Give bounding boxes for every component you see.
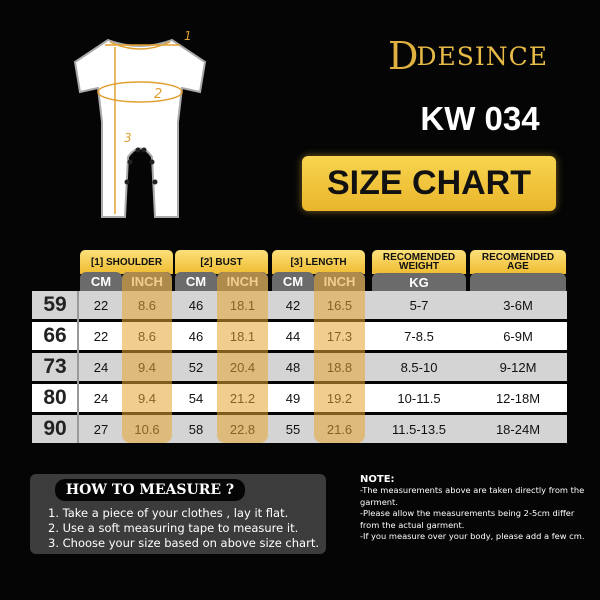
cell-bust-in: 18.1 [229,328,256,344]
subheader: CM [175,272,217,291]
cell-size: 80 [43,386,67,409]
cell-size: 59 [43,293,67,316]
cell-bust-cm: 54 [188,390,204,406]
cell-weight: 7-8.5 [404,328,434,344]
cell-length-cm: 42 [285,297,301,313]
cell-bust-in: 21.2 [229,390,256,406]
cell-bust-in: 18.1 [229,297,256,313]
logo-text: DESINCE [416,41,549,71]
size-chart-title: SIZE CHART [302,156,556,211]
cell-weight: 11.5-13.5 [392,421,446,437]
step-3: 3. Choose your size based on above size … [48,536,319,550]
marker-1: 1 [184,29,192,43]
table-row: 73 24 9.4 52 20.4 48 18.8 8.5-10 9-12M [32,353,567,381]
cell-weight: 5-7 [409,297,429,313]
group-header: [1] SHOULDER [80,250,173,274]
cell-length-cm: 48 [285,359,301,375]
cell-bust-in: 20.4 [229,359,256,375]
table-row: 90 27 10.6 58 22.8 55 21.6 11.5-13.5 18-24M [32,415,567,443]
cell-bust-cm: 46 [188,328,204,344]
cell-length-in: 19.2 [326,390,353,406]
marker-2: 2 [154,87,162,102]
cell-bust-cm: 52 [188,359,204,375]
subheader [470,273,566,292]
cell-weight: 10-11.5 [397,390,441,406]
size-divider [77,291,79,443]
table-row: 59 22 8.6 46 18.1 42 16.5 5-7 3-6M [32,291,567,319]
model-number: KW 034 [420,100,540,137]
cell-size: 90 [43,417,67,440]
cell-size: 73 [43,355,67,378]
group-header: RECOMENDED AGE [470,250,566,274]
cell-shoulder-cm: 22 [93,297,109,313]
how-to-measure-title: HOW TO MEASURE ? [55,479,245,501]
group-header: [2] BUST [175,250,268,274]
cell-shoulder-cm: 24 [93,390,109,406]
note-line: -Please allow the measurements being 2-5… [360,508,575,530]
table-row: 80 24 9.4 54 21.2 49 19.2 10-11.5 12-18M [32,384,567,412]
brand-logo: D DESINCE [388,34,549,78]
note-line: -The measurements above are taken direct… [360,485,585,507]
cell-shoulder-cm: 27 [93,421,109,437]
cell-age: 18-24M [495,421,541,437]
cell-length-cm: 49 [285,390,301,406]
cell-shoulder-in: 9.4 [137,359,157,375]
cell-length-in: 16.5 [326,297,353,313]
cell-shoulder-in: 8.6 [137,297,157,313]
subheader: CM [80,272,122,291]
cell-shoulder-in: 8.6 [137,328,157,344]
cell-age: 12-18M [495,390,541,406]
cell-bust-in: 22.8 [229,421,256,437]
cell-shoulder-cm: 22 [93,328,109,344]
subheader: KG [372,273,466,292]
cell-shoulder-in: 10.6 [134,421,160,437]
cell-bust-cm: 46 [188,297,204,313]
cell-age: 3-6M [503,297,533,313]
cell-bust-cm: 58 [188,421,204,437]
group-header: [3] LENGTH [272,250,365,274]
cell-shoulder-in: 9.4 [137,390,157,406]
step-1: 1. Take a piece of your clothes , lay it… [48,506,289,520]
romper-illustration: 1 2 3 [73,29,207,218]
cell-length-cm: 55 [285,421,301,437]
cell-age: 9-12M [499,359,537,375]
step-2: 2. Use a soft measuring tape to measure … [48,521,299,535]
cell-length-in: 17.3 [326,328,353,344]
group-header: RECOMENDED WEIGHT [372,250,466,274]
subheader: CM [272,272,314,291]
cell-length-cm: 44 [285,328,301,344]
subheader: INCH [122,272,172,291]
table-row: 66 22 8.6 46 18.1 44 17.3 7-8.5 6-9M [32,322,567,350]
cell-age: 6-9M [503,328,533,344]
marker-3: 3 [124,131,132,145]
note-section: NOTE: -The measurements above are taken … [360,474,590,542]
subheader: INCH [217,272,268,291]
cell-length-in: 21.6 [326,421,353,437]
note-line: -If you measure over your body, please a… [360,531,585,542]
cell-length-in: 18.8 [326,359,353,375]
cell-size: 66 [43,324,67,347]
subheader: INCH [314,272,365,291]
cell-weight: 8.5-10 [400,359,438,375]
note-title: NOTE: [360,474,395,485]
cell-shoulder-cm: 24 [93,359,109,375]
